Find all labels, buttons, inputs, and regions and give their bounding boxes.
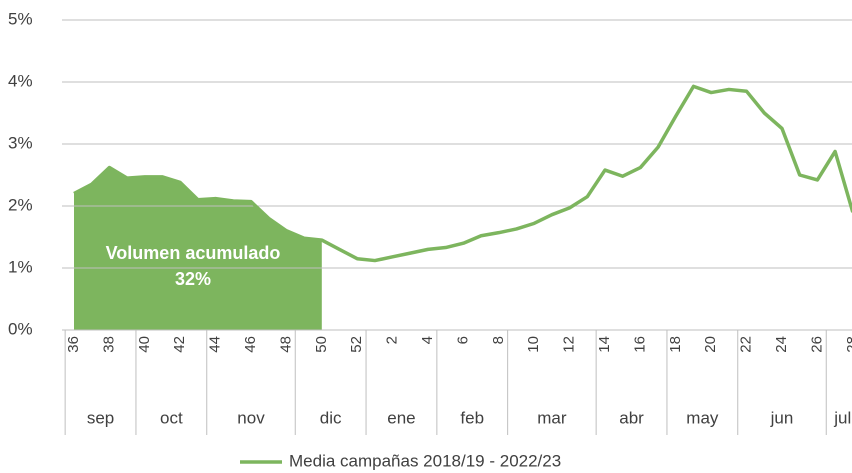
y-tick-label: 0% <box>8 319 33 338</box>
month-label: feb <box>460 408 484 427</box>
month-label: nov <box>237 408 265 427</box>
month-label: dic <box>320 408 342 427</box>
month-label: oct <box>160 408 183 427</box>
y-tick-label: 5% <box>8 9 33 28</box>
x-tick-label: 6 <box>454 336 471 344</box>
x-tick-label: 52 <box>348 336 365 353</box>
x-tick-label: 22 <box>738 336 755 353</box>
x-tick-label: 40 <box>136 336 153 353</box>
x-tick-label: 20 <box>702 336 719 353</box>
line <box>73 84 852 263</box>
y-tick-label: 2% <box>8 195 33 214</box>
legend-label: Media campañas 2018/19 - 2022/23 <box>289 451 561 470</box>
x-tick-label: 48 <box>277 336 294 353</box>
x-tick-label: 8 <box>490 336 507 344</box>
month-label: may <box>686 408 719 427</box>
x-tick-label: 36 <box>65 336 82 353</box>
y-tick-label: 3% <box>8 133 33 152</box>
x-tick-label: 28 <box>844 336 852 353</box>
annotation: 32% <box>175 269 211 289</box>
x-tick-label: 26 <box>808 336 825 353</box>
month-label: jun <box>770 408 794 427</box>
y-tick-label: 4% <box>8 71 33 90</box>
annotation: Volumen acumulado <box>106 243 281 263</box>
x-tick-label: 42 <box>171 336 188 353</box>
x-tick-label: 12 <box>561 336 578 353</box>
x-tick-label: 38 <box>100 336 117 353</box>
area <box>74 167 322 330</box>
x-tick-label: 44 <box>207 336 224 353</box>
x-tick-label: 10 <box>525 336 542 353</box>
month-label: mar <box>537 408 567 427</box>
x-tick-label: 4 <box>419 336 436 344</box>
x-tick-label: 18 <box>667 336 684 353</box>
x-tick-label: 24 <box>773 336 790 353</box>
x-tick-label: 2 <box>384 336 401 344</box>
x-tick-label: 14 <box>596 336 613 353</box>
month-label: abr <box>619 408 644 427</box>
x-tick-label: 46 <box>242 336 259 353</box>
x-tick-label: 50 <box>313 336 330 353</box>
y-tick-label: 1% <box>8 257 33 276</box>
month-label: ene <box>387 408 415 427</box>
month-label: sep <box>87 408 114 427</box>
month-label: jul <box>833 408 851 427</box>
x-tick-label: 16 <box>631 336 648 353</box>
